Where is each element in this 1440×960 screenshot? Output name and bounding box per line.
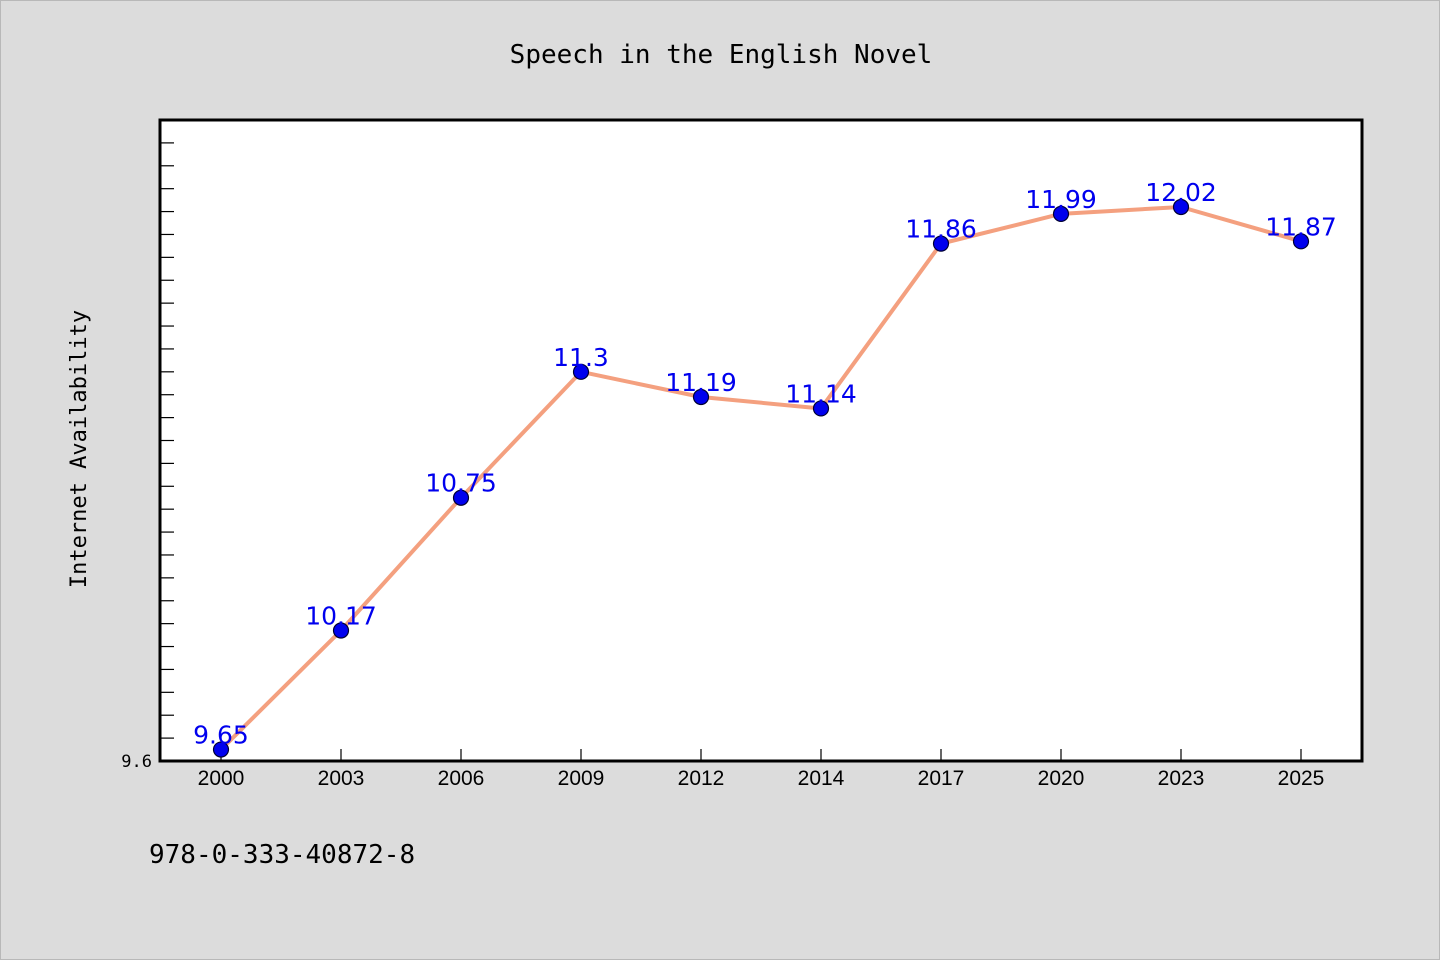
- x-tick-label: 2012: [678, 767, 725, 790]
- chart-title: Speech in the English Novel: [510, 40, 933, 70]
- data-label: 11.14: [785, 379, 857, 408]
- data-point: [572, 363, 590, 380]
- data-point: [452, 489, 470, 506]
- y-tick-label: 9.6: [121, 752, 152, 772]
- data-point: [1052, 205, 1070, 222]
- series-lines: [219, 204, 1303, 752]
- data-point: [812, 400, 830, 417]
- isbn-text: 978-0-333-40872-8: [149, 840, 415, 870]
- data-point: [1292, 233, 1310, 250]
- data-label: 9.65: [193, 721, 249, 750]
- x-axis-ticks: 2000 2003 2006 2009 2012 2014 2017 2020 2023 2025: [198, 749, 1325, 790]
- data-label: 10.75: [425, 469, 497, 498]
- series-points: [212, 198, 1310, 758]
- data-point: [1172, 198, 1190, 216]
- series-line: [219, 204, 1303, 752]
- data-label: 11.87: [1265, 212, 1337, 241]
- data-label: 11.19: [665, 368, 737, 397]
- x-tick-label: 2009: [558, 767, 605, 790]
- y-axis-ticks: 9.6: [121, 142, 174, 772]
- data-point: [932, 235, 950, 252]
- x-tick-label: 2003: [318, 767, 365, 790]
- plot-area: [160, 120, 1362, 761]
- x-tick-label: 2020: [1038, 767, 1085, 790]
- data-label: 11.86: [905, 215, 977, 244]
- data-label: 11.99: [1025, 185, 1097, 214]
- data-labels: 9.65 10.17 10.75 11.3 11.19 11.14 11.86 11.99 12…: [193, 178, 1337, 750]
- data-point: [332, 622, 350, 639]
- y-axis-label: Internet Availability: [67, 310, 92, 588]
- x-tick-label: 2025: [1278, 767, 1325, 790]
- x-tick-label: 2000: [198, 767, 245, 790]
- data-point: [212, 741, 230, 758]
- x-tick-label: 2017: [918, 767, 965, 790]
- x-tick-label: 2014: [798, 767, 845, 790]
- x-tick-label: 2006: [438, 767, 485, 790]
- data-label: 10.17: [305, 602, 377, 631]
- data-point: [692, 388, 710, 406]
- data-label: 12.02: [1145, 178, 1217, 207]
- plot-frame: [158, 118, 1364, 763]
- x-tick-label: 2023: [1158, 767, 1205, 790]
- data-label: 11.3: [553, 343, 609, 372]
